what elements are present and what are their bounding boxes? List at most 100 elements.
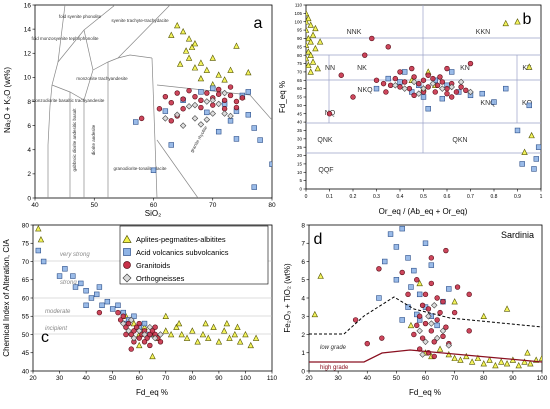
data-point-circle <box>443 247 449 254</box>
data-point-circle <box>443 324 449 330</box>
data-point-triangle <box>457 356 464 363</box>
data-point-triangle <box>502 19 509 27</box>
data-point-triangle <box>521 148 528 155</box>
panel-a-y-ticks: 0 2 4 6 8 10 12 14 16 <box>24 2 35 202</box>
data-point-circle <box>428 280 435 287</box>
data-point-circle <box>221 97 228 103</box>
data-point-diamond <box>419 351 426 358</box>
x-tick-label: 90 <box>509 375 517 382</box>
y-tick-label: 5 <box>301 277 305 284</box>
data-point-diamond <box>429 80 437 87</box>
data-point-circle <box>162 93 169 100</box>
data-point-square <box>83 302 89 308</box>
data-point-square <box>99 302 105 308</box>
data-point-triangle <box>514 18 521 25</box>
data-point-circle <box>362 52 368 58</box>
y-tick-label: 16 <box>24 2 32 9</box>
x-tick-label: 0.3 <box>373 194 380 200</box>
data-point-square <box>434 322 440 329</box>
data-point-triangle <box>498 358 505 365</box>
data-point-circle <box>204 90 210 96</box>
data-point-circle <box>439 79 445 85</box>
x-tick-label: 70 <box>162 375 170 382</box>
data-point-square <box>88 295 95 301</box>
data-point-diamond <box>221 89 228 97</box>
data-point-square <box>446 286 452 292</box>
panel-d-title: Sardinia <box>501 230 534 240</box>
data-point-triangle <box>226 334 233 341</box>
data-point-diamond <box>227 112 234 120</box>
data-point-circle <box>463 87 469 94</box>
data-point-circle <box>397 69 403 75</box>
panel-d-points <box>311 225 542 369</box>
data-point-diamond <box>191 101 199 109</box>
data-point-triangle <box>306 14 312 22</box>
data-point-triangle <box>199 330 207 338</box>
panel-d-x-ticks: 20 30 40 50 60 70 80 90 100 <box>305 371 548 382</box>
data-point-triangle <box>492 361 499 369</box>
legend-item-granitoids: Granitoids <box>123 261 170 270</box>
data-point-triangle <box>307 68 314 75</box>
data-point-triangle <box>210 323 217 330</box>
x-tick-label: 100 <box>240 375 251 382</box>
x-tick-label: 50 <box>109 375 117 382</box>
data-point-circle <box>399 269 405 276</box>
data-point-diamond <box>203 98 211 105</box>
data-point-circle <box>414 277 420 283</box>
data-point-triangle <box>194 338 201 345</box>
data-point-circle <box>168 118 174 124</box>
data-point-triangle <box>306 61 312 68</box>
data-point-triangle <box>197 75 205 82</box>
y-tick-label: 50 <box>22 332 30 339</box>
y-tick-label: 30 <box>297 136 303 141</box>
data-point-triangle <box>445 351 452 358</box>
x-tick-label: 60 <box>150 202 158 209</box>
legend-label-aplites: Aplites-pegmatites-albitites <box>136 235 226 244</box>
annotation-very-strong: very strong <box>60 252 90 258</box>
data-point-circle <box>198 97 204 103</box>
data-point-triangle <box>136 341 143 349</box>
data-point-diamond <box>425 313 432 320</box>
data-point-square <box>215 128 222 135</box>
data-point-square <box>382 258 388 265</box>
data-point-square <box>401 69 408 75</box>
y-tick-label: 20 <box>297 153 303 158</box>
data-point-triangle <box>234 323 241 330</box>
panel-d-y-axis-label: Fe₂O₃ + TiO₂ (wt%) <box>283 263 292 333</box>
data-point-triangle <box>474 354 482 361</box>
data-point-square <box>150 167 157 173</box>
data-point-square <box>425 106 431 112</box>
data-point-triangle <box>528 131 535 139</box>
data-point-triangle <box>307 38 314 45</box>
data-point-square <box>115 302 121 308</box>
data-point-square <box>233 136 240 142</box>
data-point-triangle <box>191 40 199 47</box>
data-point-diamond <box>185 103 193 110</box>
x-tick-label: 0.9 <box>514 194 521 200</box>
data-point-diamond <box>135 327 143 335</box>
data-point-square <box>257 137 263 143</box>
y-tick-label: 100 <box>294 19 302 24</box>
data-point-triangle <box>526 63 533 70</box>
data-point-circle <box>369 35 375 42</box>
data-point-triangle <box>306 54 310 62</box>
data-point-diamond <box>392 82 399 89</box>
data-point-square <box>479 90 485 97</box>
y-tick-label: 10 <box>24 75 32 82</box>
data-point-circle <box>138 115 145 122</box>
data-point-circle <box>444 65 450 72</box>
data-point-triangle <box>215 338 223 345</box>
legend-box <box>119 225 269 285</box>
data-point-square <box>503 85 509 92</box>
data-point-triangle <box>309 58 317 65</box>
data-point-square <box>428 262 435 268</box>
data-point-square <box>373 85 380 92</box>
data-point-circle <box>133 324 140 330</box>
data-point-circle <box>440 298 446 305</box>
data-point-triangle <box>252 334 260 341</box>
data-point-diamond <box>173 111 181 118</box>
x-tick-label: 60 <box>136 375 144 382</box>
data-point-triangle <box>524 349 531 356</box>
data-point-circle <box>454 284 461 290</box>
data-point-triangle <box>168 31 175 38</box>
